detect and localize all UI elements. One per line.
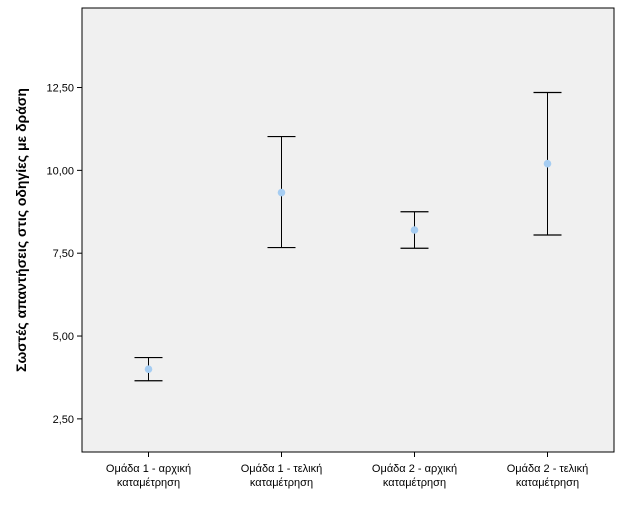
x-tick-label-line: καταμέτρηση — [117, 477, 180, 489]
error-bar-4 — [533, 91, 562, 236]
mean-point — [277, 188, 286, 197]
y-axis: 2,50 5,00 7,50 10,00 12,50 — [46, 83, 82, 426]
mean-point — [543, 159, 552, 168]
mean-point — [410, 226, 419, 234]
error-bar-1 — [134, 356, 163, 382]
x-tick-label-line: καταμέτρηση — [250, 477, 313, 489]
x-tick-label-line: καταμέτρηση — [383, 477, 446, 489]
x-tick-label-line: Ομάδα 1 - αρχική — [106, 463, 191, 475]
error-bar-2 — [267, 135, 296, 249]
x-tick-label: Ομάδα 1 - αρχική καταμέτρηση — [106, 463, 191, 489]
plot-area — [81, 7, 615, 453]
y-axis-label: Σωστές απαντήσεις στις οδηγίες με δράση — [13, 88, 29, 372]
x-tick-label: Ομάδα 2 - τελική καταμέτρηση — [507, 463, 589, 489]
y-tick-label: 7,50 — [53, 248, 74, 260]
y-tick-label: 10,00 — [46, 165, 74, 177]
y-tick-label: 5,00 — [53, 331, 74, 343]
x-tick-label-line: Ομάδα 2 - τελική — [507, 463, 589, 475]
mean-point — [144, 365, 153, 373]
y-tick-label: 2,50 — [53, 414, 74, 426]
x-tick-label-line: Ομάδα 1 - τελική — [241, 463, 323, 475]
error-bar-3 — [400, 211, 429, 249]
error-bars — [134, 91, 562, 382]
x-tick-label-line: Ομάδα 2 - αρχική — [372, 463, 457, 475]
x-tick-label-line: καταμέτρηση — [516, 477, 579, 489]
y-tick-label: 12,50 — [46, 83, 74, 95]
x-tick-label: Ομάδα 1 - τελική καταμέτρηση — [241, 463, 323, 489]
x-tick-label: Ομάδα 2 - αρχική καταμέτρηση — [372, 463, 457, 489]
